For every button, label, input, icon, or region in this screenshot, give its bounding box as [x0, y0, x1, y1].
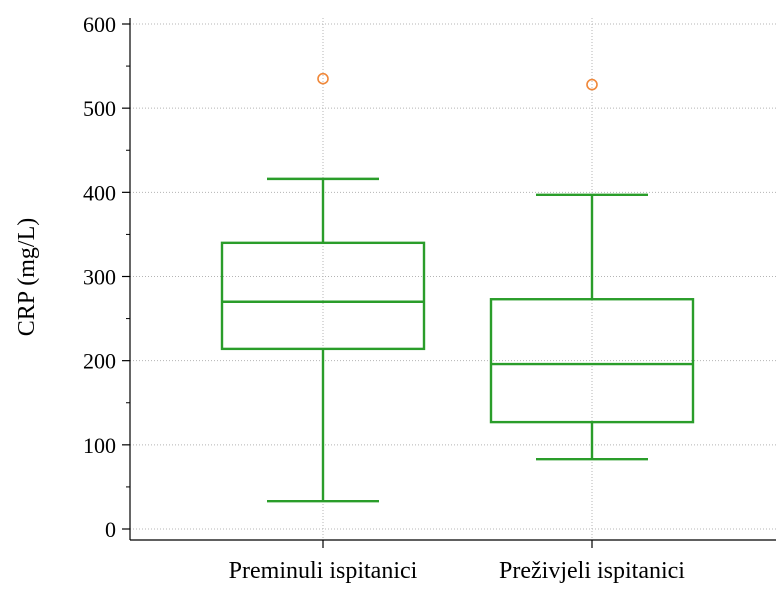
- x-tick-label: Preminuli ispitanici: [229, 558, 418, 584]
- grid-layer: [130, 18, 776, 540]
- box-layer: [220, 72, 695, 503]
- outlier-point: [317, 72, 329, 85]
- iqr-box: [489, 298, 695, 424]
- y-tick-label: 400: [83, 180, 116, 205]
- iqr-box: [220, 241, 426, 351]
- y-tick-label: 500: [83, 96, 116, 121]
- x-tick-label: Preživjeli ispitanici: [499, 558, 685, 584]
- y-tick-label: 300: [83, 265, 116, 290]
- axis-layer: 0 100 200 300 400 500 600 Preminuli ispitanici P…: [83, 12, 776, 584]
- y-tick-label: 0: [105, 517, 116, 542]
- y-tick-label: 600: [83, 12, 116, 37]
- y-tick-label: 200: [83, 349, 116, 374]
- outlier-point: [586, 78, 598, 91]
- y-tick-label: 100: [83, 433, 116, 458]
- y-axis-title: CRP (mg/L): [14, 218, 40, 336]
